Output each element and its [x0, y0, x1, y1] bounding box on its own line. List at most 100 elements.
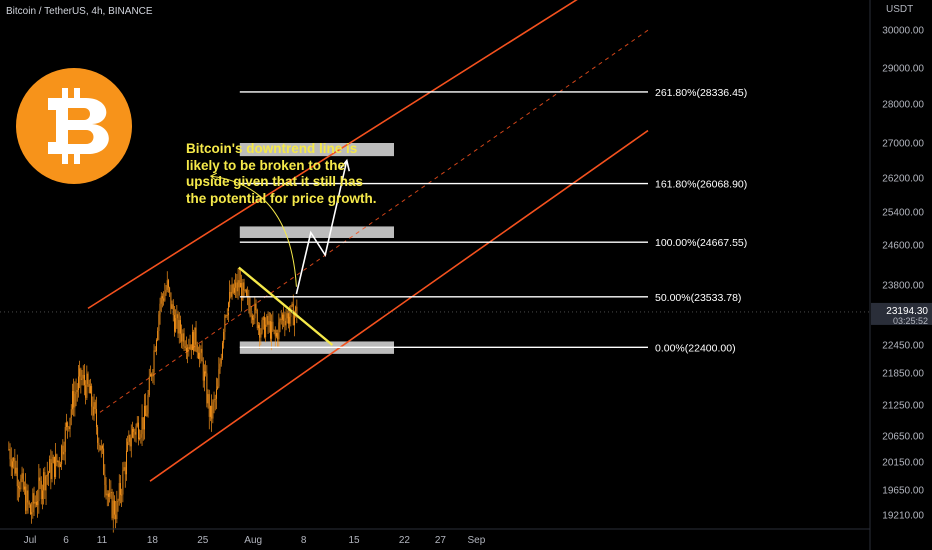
candle: [216, 389, 217, 399]
candle: [174, 315, 175, 332]
forecast-path: [295, 160, 348, 295]
y-tick-label: 29000.00: [882, 64, 924, 75]
axis-unit: USDT: [886, 4, 913, 15]
candle: [181, 333, 183, 342]
candle: [208, 394, 210, 417]
candle: [273, 329, 275, 331]
time-axis[interactable]: Jul 6 11 18 25 Aug 8 15 22 27 Sep: [24, 535, 486, 546]
candle: [163, 298, 165, 301]
candle: [97, 427, 99, 443]
candle: [198, 352, 199, 359]
candle: [255, 303, 257, 311]
candle: [18, 486, 19, 488]
candle: [157, 330, 159, 340]
bar-countdown: 03:25:52: [893, 316, 928, 326]
candle: [110, 491, 112, 493]
candle: [286, 313, 288, 319]
candle: [270, 321, 271, 339]
candle: [68, 426, 70, 430]
candle: [93, 402, 95, 416]
candle: [127, 441, 129, 451]
candle: [38, 477, 40, 502]
candle: [188, 347, 190, 349]
candle: [133, 429, 135, 432]
candle: [108, 493, 109, 497]
candle: [232, 284, 234, 293]
candle: [201, 348, 203, 362]
candle: [44, 472, 46, 491]
candle: [114, 500, 115, 515]
candle: [138, 422, 139, 440]
candle: [32, 493, 34, 513]
candle: [37, 501, 39, 506]
candle: [219, 363, 221, 370]
candle: [9, 449, 11, 460]
candle: [123, 467, 125, 470]
candle: [70, 409, 72, 419]
candle: [243, 282, 245, 291]
channel-upper-line: [87, 0, 578, 310]
candle: [55, 454, 57, 477]
candle: [109, 492, 111, 497]
candle: [291, 303, 293, 306]
candle: [49, 459, 51, 473]
candle: [16, 467, 18, 487]
candle: [190, 344, 192, 350]
candle: [248, 295, 250, 306]
candle: [46, 474, 48, 477]
price-axis[interactable]: USDT 30000.00 29000.00 28000.00 27000.00 262…: [882, 4, 924, 522]
candle: [126, 450, 127, 475]
y-tick-label: 22450.00: [882, 341, 924, 352]
candle: [234, 287, 235, 293]
candle: [10, 459, 12, 468]
curved-arrow-head: [209, 172, 218, 181]
candle: [139, 437, 141, 440]
candle: [195, 327, 197, 345]
candle: [75, 391, 77, 394]
candle: [79, 368, 81, 377]
candle: [118, 483, 120, 501]
candle: [26, 490, 28, 511]
candle: [40, 480, 42, 500]
symbol-title[interactable]: Bitcoin / TetherUS, 4h, BINANCE: [6, 6, 153, 17]
candle: [115, 514, 117, 520]
candle: [61, 445, 63, 465]
candle: [199, 352, 201, 359]
candle: [249, 305, 251, 316]
candle: [122, 469, 124, 495]
downtrend-line: [238, 266, 334, 346]
candle: [274, 330, 276, 337]
candle: [151, 374, 153, 377]
fib-level-label: 50.00%(23533.78): [655, 292, 741, 304]
candle: [202, 361, 204, 381]
candle: [84, 374, 85, 386]
candle: [154, 350, 156, 352]
candle: [160, 296, 162, 304]
candle: [73, 391, 75, 408]
candle: [74, 393, 76, 408]
candle: [144, 405, 145, 430]
candle: [229, 291, 231, 303]
candle: [242, 282, 244, 301]
candle: [158, 314, 160, 331]
x-tick-label: 8: [301, 535, 307, 546]
candle: [52, 456, 54, 463]
candle: [180, 320, 181, 334]
y-tick-label: 20650.00: [882, 432, 924, 443]
y-tick-label: 24600.00: [882, 241, 924, 252]
candle: [72, 391, 73, 410]
fibonacci-extension: 261.80%(28336.45) 161.80%(26068.90) 100.00…: [239, 87, 747, 354]
candle: [94, 402, 96, 410]
candle: [196, 344, 198, 353]
candle: [64, 426, 66, 452]
y-tick-label: 21850.00: [882, 369, 924, 380]
bitcoin-logo-icon: [16, 68, 132, 184]
candle: [237, 280, 239, 292]
candle: [36, 501, 37, 506]
candle: [189, 344, 191, 349]
candle: [150, 374, 151, 377]
candle: [111, 491, 113, 519]
x-tick-label: 25: [197, 535, 209, 546]
candle: [178, 320, 180, 334]
